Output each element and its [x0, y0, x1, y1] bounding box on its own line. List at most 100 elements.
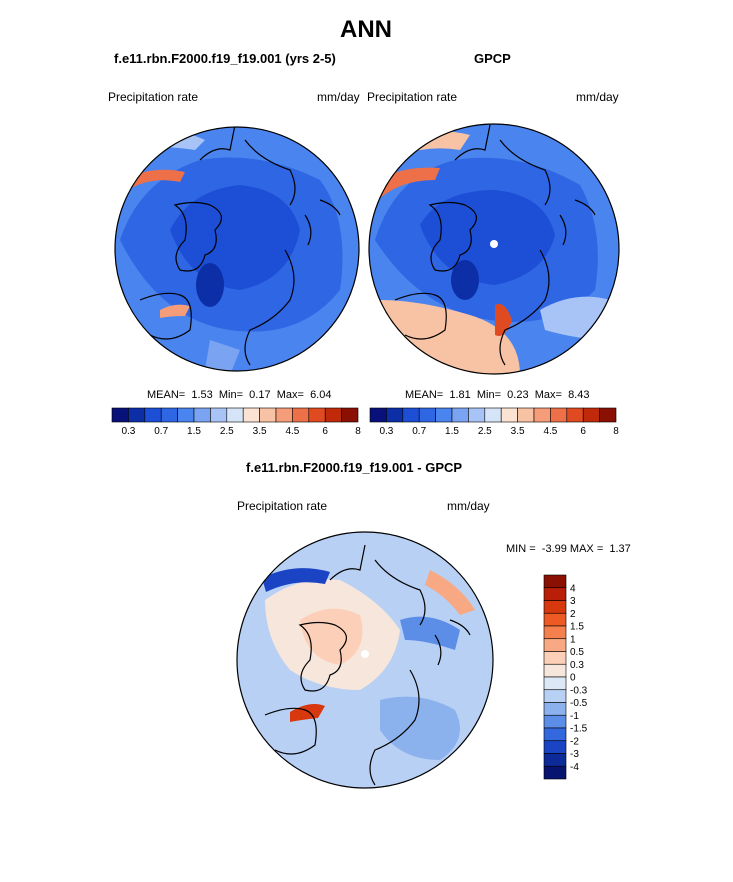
- colorbar-swatch: [543, 574, 567, 589]
- observed-map-border: [368, 123, 620, 375]
- colorbar-tick-label: -2: [570, 736, 579, 747]
- diff-variable-label: Precipitation rate: [237, 499, 328, 513]
- colorbar-tick-label: -4: [570, 762, 579, 773]
- colorbar-swatch: [543, 765, 567, 780]
- model-precip-map: [115, 127, 359, 371]
- right-panel-title: GPCP: [474, 51, 511, 66]
- colorbar-swatch: [543, 727, 567, 742]
- colorbar-swatch: [543, 612, 567, 627]
- colorbar-swatch: [402, 407, 420, 423]
- colorbar-swatch: [543, 663, 567, 678]
- observed-precip-map: [369, 124, 619, 374]
- colorbar-swatch: [308, 407, 326, 423]
- colorbar-swatch: [242, 407, 260, 423]
- colorbar-tick-label: 0.7: [154, 426, 168, 437]
- colorbar-tick-label: 4.5: [543, 426, 557, 437]
- colorbar-tick-label: 2.5: [478, 426, 492, 437]
- colorbar-tick-label: 8: [613, 426, 619, 437]
- colorbar-tick-label: 4: [570, 583, 576, 594]
- difference-colorbar: 4 3 2 1.51 0.5 0.3 0-0.3 -0.5 -1 -1.5-2 -3 -4: [543, 574, 588, 780]
- colorbar-swatch: [543, 740, 567, 754]
- map-zone-low: [205, 340, 240, 371]
- diff-panel-title: f.e11.rbn.F2000.f19_f19.001 - GPCP: [246, 460, 463, 475]
- colorbar-swatch: [543, 676, 567, 691]
- colorbar-swatch: [144, 407, 162, 423]
- colorbar-swatch: [543, 702, 567, 716]
- right-max-label: Max=: [534, 389, 562, 401]
- map-zone-dry2: [380, 696, 460, 760]
- colorbar-swatch: [550, 407, 568, 423]
- colorbar-swatch: [484, 407, 502, 423]
- colorbar-tick-label: 2: [570, 609, 576, 620]
- colorbar-tick-label: 4.5: [285, 426, 299, 437]
- diff-min-label: MIN =: [506, 543, 536, 555]
- left-panel-title: f.e11.rbn.F2000.f19_f19.001 (yrs 2-5): [114, 51, 336, 66]
- colorbar-swatch: [533, 407, 551, 423]
- page-title: ANN: [340, 16, 392, 43]
- colorbar-swatch: [543, 651, 567, 665]
- left-units-label: mm/day: [317, 90, 360, 104]
- map-zone-min: [451, 260, 479, 300]
- diff-max-label: MAX =: [569, 543, 604, 555]
- colorbar-swatch: [543, 625, 567, 640]
- left-stats: MEAN= 1.53 Min= 0.17 Max= 6.04: [147, 389, 331, 401]
- colorbar-swatch: [543, 753, 567, 767]
- colorbar-tick-label: 1.5: [187, 426, 201, 437]
- model-map-border: [114, 126, 360, 372]
- colorbar-swatch: [582, 407, 600, 423]
- colorbar-tick-label: -1.5: [570, 724, 588, 735]
- map-zone-core: [170, 185, 300, 290]
- pole-missing-marker: [361, 650, 369, 658]
- difference-map-border: [236, 531, 494, 789]
- colorbar-tick-label: -3: [570, 749, 579, 760]
- right-variable-label: Precipitation rate: [367, 90, 458, 104]
- colorbar-tick-label: 0.5: [570, 647, 584, 658]
- colorbar-swatch: [193, 407, 211, 423]
- colorbar-tick-label: 8: [355, 426, 361, 437]
- diff-max-value: 1.37: [609, 543, 631, 555]
- colorbar-swatch: [292, 407, 310, 423]
- map-zone-high2: [495, 304, 512, 336]
- colorbar-swatch: [177, 407, 195, 423]
- colorbar-swatch: [543, 587, 567, 601]
- left-variable-label: Precipitation rate: [108, 90, 199, 104]
- right-max-value: 8.43: [568, 389, 590, 401]
- diff-stats: MIN = -3.99 MAX = 1.37: [506, 543, 631, 555]
- map-zone-dry3: [400, 616, 460, 650]
- difference-precip-map: [237, 532, 493, 788]
- colorbar-swatch: [543, 689, 567, 703]
- coastlines: [139, 127, 341, 366]
- colorbar-tick-label: 0.3: [570, 660, 584, 671]
- colorbar-swatch: [369, 407, 387, 423]
- map-zone-dry: [262, 568, 330, 592]
- colorbar-tick-label: 0: [570, 673, 576, 684]
- colorbar-tick-label: 3.5: [253, 426, 267, 437]
- colorbar-tick-label: 0.3: [379, 426, 393, 437]
- colorbar-swatch: [111, 407, 129, 423]
- map-zone-high2: [160, 304, 190, 318]
- left-mean-value: 1.53: [191, 389, 213, 401]
- colorbar-swatch: [324, 407, 342, 423]
- map-zone-core: [420, 190, 555, 285]
- diff-units-label: mm/day: [447, 499, 490, 513]
- left-min-value: 0.17: [249, 389, 271, 401]
- left-max-value: 6.04: [310, 389, 332, 401]
- colorbar-swatch: [386, 407, 404, 423]
- colorbar-swatch: [599, 407, 617, 423]
- model-colorbar: 0.3 0.7 1.5 2.5 3.5 4.5 6 8: [111, 407, 361, 437]
- colorbar-tick-label: -1: [570, 711, 579, 722]
- colorbar-tick-label: 6: [580, 426, 586, 437]
- right-mean-label: MEAN=: [405, 389, 444, 401]
- colorbar-swatch: [160, 407, 178, 423]
- left-min-label: Min=: [218, 389, 244, 401]
- colorbar-tick-label: -0.3: [570, 685, 588, 696]
- colorbar-tick-label: 2.5: [220, 426, 234, 437]
- colorbar-swatch: [418, 407, 436, 423]
- colorbar-tick-label: 1.5: [445, 426, 459, 437]
- colorbar-tick-label: 0.3: [121, 426, 135, 437]
- right-units-label: mm/day: [576, 90, 619, 104]
- left-mean-label: MEAN=: [147, 389, 186, 401]
- right-stats: MEAN= 1.81 Min= 0.23 Max= 8.43: [405, 389, 589, 401]
- colorbar-tick-label: 1: [570, 634, 576, 645]
- colorbar-tick-label: -0.5: [570, 698, 588, 709]
